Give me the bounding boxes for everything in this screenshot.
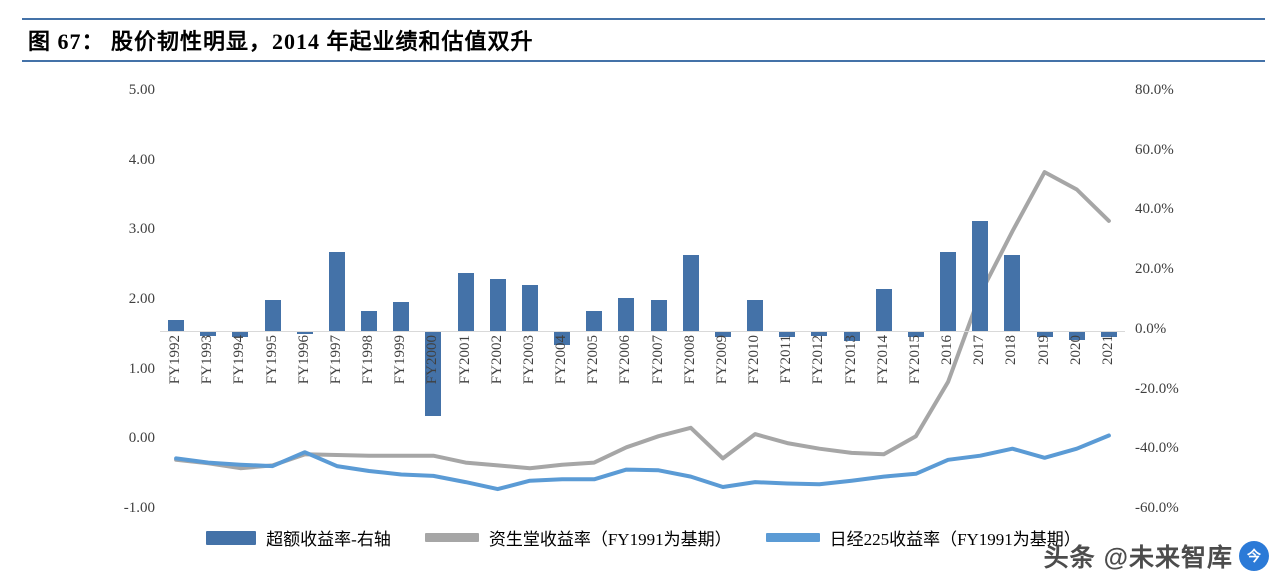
bar [264, 299, 281, 331]
bar [907, 330, 924, 338]
left-tick-label: -1.00 [123, 500, 155, 516]
bar [650, 299, 667, 331]
x-tick-label: FY1999 [392, 334, 409, 385]
bar [521, 284, 538, 331]
chart-legend: 超额收益率-右轴 资生堂收益率（FY1991为基期） 日经225收益率（FY1991… [0, 525, 1287, 550]
bar [1100, 330, 1117, 338]
x-tick-label: FY2005 [585, 334, 602, 385]
line-path [174, 170, 1111, 471]
bar [489, 278, 506, 331]
legend-label: 超额收益率-右轴 [266, 530, 391, 549]
legend-swatch-icon [765, 533, 820, 542]
x-tick-label: FY2001 [456, 334, 473, 385]
right-tick-label: 80.0% [1135, 82, 1174, 98]
x-tick-label: FY2008 [681, 334, 698, 385]
bar [586, 311, 603, 331]
bar [1036, 330, 1053, 338]
x-tick-label: FY1998 [360, 334, 377, 385]
x-tick-label: FY1997 [327, 334, 344, 385]
watermark-logo-icon: 今 [1239, 541, 1269, 571]
left-tick-label: 2.00 [128, 291, 155, 307]
right-tick-label: 20.0% [1135, 261, 1174, 278]
bar [328, 251, 345, 331]
x-tick-label: FY2007 [649, 334, 666, 385]
x-tick-label: FY2003 [520, 334, 537, 385]
legend-item: 日经225收益率（FY1991为基期） [765, 525, 1081, 550]
x-tick-label: FY2000 [424, 334, 441, 385]
left-tick-label: 0.00 [128, 430, 155, 447]
x-tick-label: FY2006 [617, 334, 634, 385]
watermark-text: 头条 @未来智库 [1043, 544, 1233, 572]
right-tick-label: 60.0% [1135, 141, 1174, 158]
left-tick-label: 5.00 [128, 82, 155, 98]
bar [811, 330, 828, 337]
x-tick-label: FY2004 [553, 334, 570, 385]
bar-series [160, 92, 1125, 510]
right-tick-label: 40.0% [1135, 201, 1174, 218]
x-tick-label: 2017 [971, 334, 988, 365]
bar [747, 300, 764, 331]
x-tick-label: 2016 [939, 334, 956, 365]
line-series [174, 170, 1111, 492]
bar [232, 330, 249, 338]
bar [618, 298, 635, 331]
left-tick-label: 3.00 [128, 221, 155, 238]
plot-area [160, 92, 1125, 510]
x-tick-label: FY2011 [778, 334, 795, 384]
bar [425, 330, 442, 416]
left-tick-label: 1.00 [128, 360, 155, 377]
bar [554, 330, 571, 346]
x-tick-label: 2019 [1035, 334, 1052, 365]
x-tick-label: FY1992 [167, 334, 184, 385]
x-tick-label: FY1994 [231, 334, 248, 385]
bar [843, 330, 860, 342]
bar [200, 330, 217, 337]
bar [393, 302, 410, 331]
page-title: 图 67： 股价韧性明显，2014 年起业绩和估值双升 [28, 29, 534, 54]
legend-item: 超额收益率-右轴 [206, 525, 391, 550]
x-tick-label: 2021 [1099, 334, 1116, 365]
watermark: 头条 @未来智库 今 [1044, 538, 1269, 574]
left-tick-label: 4.00 [128, 151, 155, 168]
bar [1068, 330, 1085, 340]
bar [875, 289, 892, 331]
bar [779, 330, 796, 337]
bar [168, 320, 185, 331]
right-tick-label: -20.0% [1135, 380, 1179, 397]
legend-item: 资生堂收益率（FY1991为基期） [424, 525, 732, 550]
x-tick-label: FY2009 [713, 334, 730, 385]
chart-canvas: -1.00 0.00 1.00 2.00 3.00 4.00 5.00 -60.0% -40.… [0, 70, 1287, 582]
x-tick-label: FY1995 [263, 334, 280, 385]
right-tick-label: 0.0% [1135, 320, 1167, 337]
legend-label: 资生堂收益率（FY1991为基期） [488, 530, 732, 549]
x-tick-label: FY2010 [746, 334, 763, 385]
x-tick-label: FY2013 [842, 334, 859, 385]
x-tick-label: FY1993 [199, 334, 216, 385]
bar [457, 272, 474, 331]
bar [1004, 254, 1021, 331]
right-tick-label: -40.0% [1135, 440, 1179, 457]
bar [361, 311, 378, 331]
right-tick-label: -60.0% [1135, 500, 1179, 516]
x-tick-label: FY2015 [906, 334, 923, 385]
bar [682, 254, 699, 331]
x-tick-label: FY2014 [874, 334, 891, 385]
bar [714, 330, 731, 338]
legend-label: 日经225收益率（FY1991为基期） [829, 530, 1081, 549]
figure-title-bar: 图 67： 股价韧性明显，2014 年起业绩和估值双升 [22, 18, 1265, 62]
zero-baseline [160, 330, 1125, 332]
x-axis-labels: FY1992 FY1993 FY1994 FY1995 FY1996 FY1997 FY19… [160, 70, 1125, 582]
bar [296, 330, 313, 335]
x-tick-label: 2018 [1003, 334, 1020, 365]
x-tick-label: 2020 [1067, 334, 1084, 365]
x-tick-label: FY1996 [295, 334, 312, 385]
x-tick-label: FY2012 [810, 334, 827, 385]
line-path [174, 433, 1111, 492]
legend-swatch-icon [424, 533, 479, 542]
bar [940, 251, 957, 331]
x-tick-label: FY2002 [488, 334, 505, 385]
bar [972, 220, 989, 331]
legend-swatch-icon [206, 530, 257, 545]
